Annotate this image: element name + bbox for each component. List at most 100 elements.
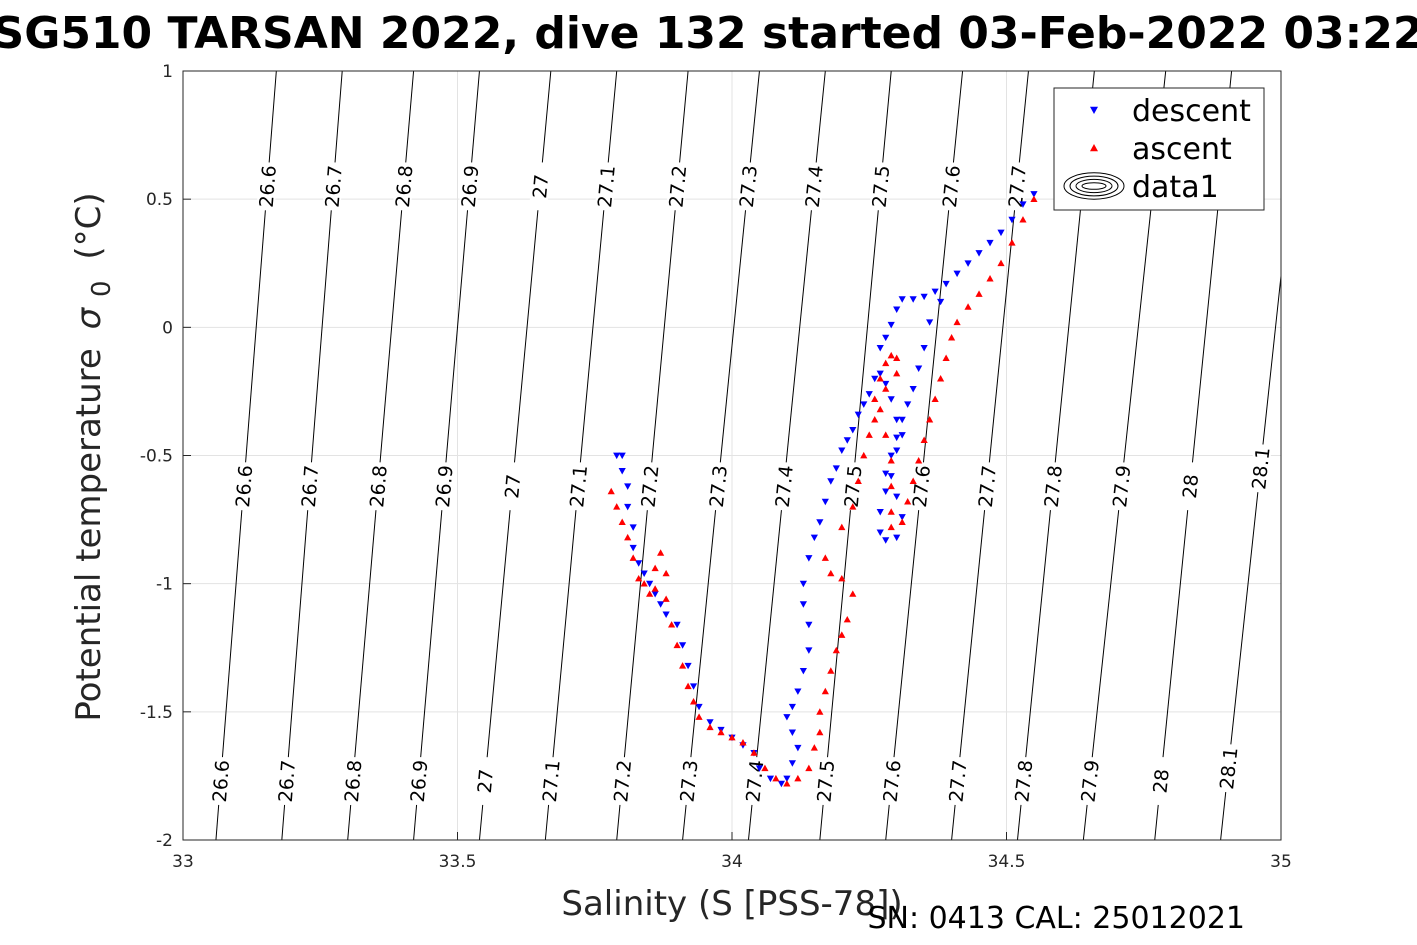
descent-point — [618, 468, 626, 475]
descent-point — [909, 296, 917, 303]
isopycnal-label: 28 — [1149, 768, 1173, 794]
ascent-point — [876, 375, 884, 382]
isopycnal-label: 27.6 — [939, 164, 965, 208]
ascent-point — [816, 708, 824, 715]
y-tick-label: -1.5 — [140, 703, 173, 723]
ascent-point — [882, 431, 890, 438]
ascent-point — [657, 549, 665, 556]
descent-point — [838, 447, 846, 454]
isopycnal-label-mask — [611, 756, 634, 806]
descent-point — [624, 483, 632, 490]
y-axis-ticks: -2 -1.5 -1 -0.5 0 0.5 1 — [140, 62, 191, 851]
isopycnal-label: 27.7 — [1005, 164, 1031, 208]
ascent-point — [893, 354, 901, 361]
isopycnal-label-mask — [1109, 461, 1133, 512]
ascent-point — [926, 416, 934, 423]
descent-point — [651, 591, 659, 598]
descent-point — [1008, 216, 1016, 224]
series-descent — [613, 191, 1038, 788]
descent-point — [805, 647, 813, 654]
ascent-point — [937, 375, 945, 382]
descent-point — [893, 416, 901, 424]
y-tick-label: 0 — [162, 318, 173, 338]
ascent-point — [849, 503, 857, 510]
ascent-point — [662, 595, 670, 602]
isopycnal-label-mask — [392, 161, 415, 212]
ascent-point — [794, 774, 802, 782]
isopycnal-label-mask — [275, 756, 298, 806]
descent-point — [662, 611, 670, 619]
ascent-point — [882, 385, 890, 392]
ascent-point — [854, 477, 862, 485]
descent-point — [783, 775, 791, 783]
descent-point — [755, 765, 764, 772]
legend-contour-icon — [1075, 178, 1113, 194]
isopycnal-label: 27.7 — [975, 464, 1001, 508]
isopycnal-label-mask — [501, 461, 524, 511]
isopycnal-label: 27.5 — [841, 464, 867, 508]
descent-point — [893, 306, 901, 313]
ascent-point — [618, 518, 626, 526]
ascent-point — [964, 303, 972, 310]
isopycnal-label: 27.2 — [610, 759, 636, 803]
isopycnal-label-mask — [677, 756, 700, 806]
isopycnal-label-mask — [814, 756, 837, 806]
descent-point — [915, 365, 923, 372]
series-ascent — [607, 195, 1038, 787]
ascent-point — [865, 431, 873, 438]
isopycnal-label: 27.1 — [566, 464, 592, 508]
descent-point — [799, 580, 807, 588]
isopycnal-label: 26.8 — [392, 164, 418, 208]
isopycnal-label: 26.6 — [232, 464, 257, 508]
ascent-point — [832, 646, 840, 654]
isopycnal-label-mask — [772, 461, 796, 512]
descent-point — [909, 385, 917, 393]
x-axis-label: Salinity (S [PSS-78]) — [561, 884, 902, 924]
descent-point — [783, 714, 791, 721]
ascent-point — [887, 457, 895, 464]
ascent-point — [887, 482, 895, 490]
descent-point — [904, 401, 912, 408]
descent-point — [898, 432, 906, 439]
x-tick-label: 33.5 — [439, 852, 477, 872]
legend-label: descent — [1132, 94, 1251, 129]
descent-point — [827, 478, 835, 485]
ascent-point — [843, 615, 851, 623]
isopycnal-label-mask — [458, 161, 481, 212]
ascent-point — [640, 580, 648, 587]
isopycnal-label-mask — [539, 756, 562, 806]
isopycnal-label-mask — [869, 161, 892, 212]
descent-point — [618, 452, 626, 460]
isopycnal-label: 27.8 — [1041, 464, 1067, 508]
legend-marker-ascent — [1090, 144, 1098, 152]
descent-point — [860, 401, 868, 408]
isopycnal-label-mask — [1248, 443, 1272, 494]
descent-point — [926, 319, 934, 326]
isopycnal-label-mask — [1149, 756, 1172, 806]
descent-point — [805, 621, 813, 629]
ascent-point — [904, 498, 912, 505]
descent-point — [893, 434, 901, 442]
isopycnal-label-mask — [666, 161, 689, 212]
descent-point — [876, 370, 884, 378]
descent-point — [953, 270, 961, 278]
descent-point — [898, 416, 906, 424]
descent-point — [849, 426, 857, 434]
ascent-point — [651, 585, 659, 592]
ascent-point — [607, 487, 615, 495]
ascent-point — [706, 723, 714, 731]
descent-point — [1019, 201, 1027, 208]
isopycnal-label-mask — [298, 461, 321, 511]
ascent-point — [684, 682, 692, 690]
legend-contour-icon — [1063, 172, 1125, 200]
isopycnal-label-mask — [1012, 756, 1035, 806]
isopycnal-label: 26.7 — [275, 759, 300, 803]
isopycnal-label-mask — [1078, 756, 1102, 806]
ascent-point — [629, 554, 637, 561]
legend-contour-icon — [1081, 182, 1107, 190]
ascent-point — [624, 533, 632, 541]
ascent-point — [635, 574, 643, 582]
ascent-point — [816, 728, 824, 736]
